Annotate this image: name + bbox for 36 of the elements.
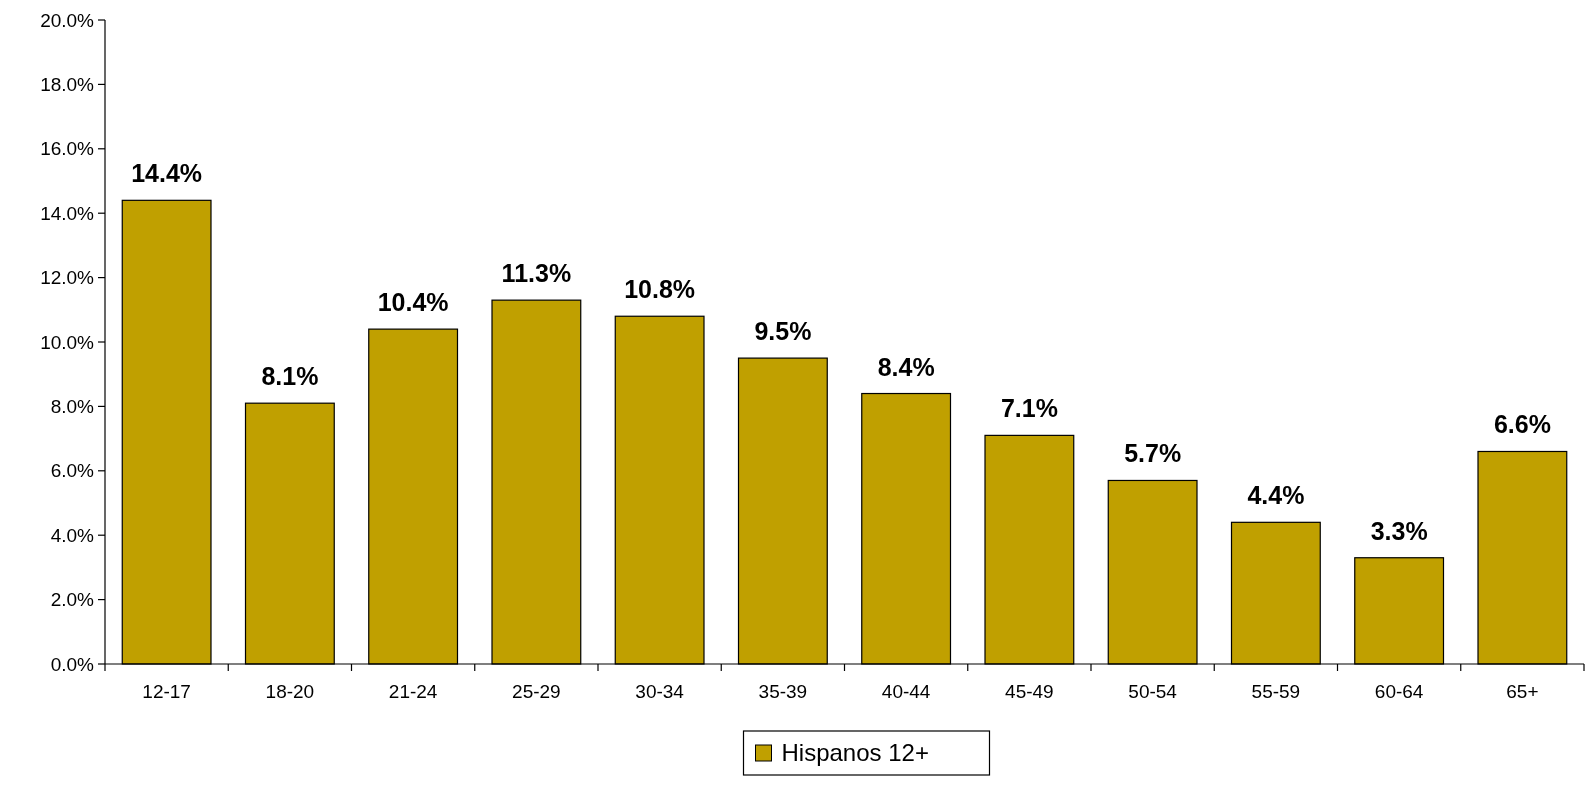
x-tick-label: 45-49	[1005, 681, 1054, 702]
x-tick-label: 30-34	[635, 681, 685, 702]
x-tick-label: 55-59	[1251, 681, 1301, 702]
y-tick-label: 10.0%	[40, 331, 95, 353]
data-label: 14.4%	[131, 159, 203, 188]
y-tick-label: 20.0%	[40, 9, 95, 31]
y-tick-label: 14.0%	[40, 202, 95, 224]
y-tick-label: 2.0%	[50, 589, 95, 611]
data-label: 8.4%	[877, 352, 935, 381]
y-tick-label: 16.0%	[40, 138, 95, 160]
legend-label: Hispanos 12+	[781, 739, 929, 767]
data-label: 10.4%	[377, 288, 449, 317]
data-label: 3.3%	[1370, 516, 1428, 545]
data-label: 9.5%	[754, 317, 812, 346]
x-tick-label: 18-20	[265, 681, 315, 702]
data-label: 8.1%	[261, 362, 319, 391]
y-tick-label: 12.0%	[40, 267, 95, 289]
x-tick-label: 21-24	[388, 681, 438, 702]
data-label: 7.1%	[1000, 394, 1058, 423]
data-label: 6.6%	[1493, 410, 1551, 439]
x-tick-label: 50-54	[1128, 681, 1178, 702]
y-tick-label: 0.0%	[50, 653, 95, 675]
x-tick-label: 12-17	[142, 681, 191, 702]
y-tick-label: 6.0%	[50, 460, 95, 482]
x-tick-label: 65+	[1506, 681, 1539, 702]
x-tick-label: 35-39	[758, 681, 808, 702]
y-tick-label: 8.0%	[50, 396, 95, 418]
data-label: 4.4%	[1247, 481, 1305, 510]
y-tick-label: 4.0%	[50, 524, 95, 546]
data-label: 11.3%	[501, 259, 572, 288]
data-label: 5.7%	[1124, 439, 1182, 468]
y-tick-label: 18.0%	[40, 74, 95, 96]
x-tick-label: 25-29	[512, 681, 561, 702]
x-tick-label: 40-44	[881, 681, 931, 702]
data-label: 10.8%	[624, 275, 696, 304]
x-tick-label: 60-64	[1374, 681, 1424, 702]
